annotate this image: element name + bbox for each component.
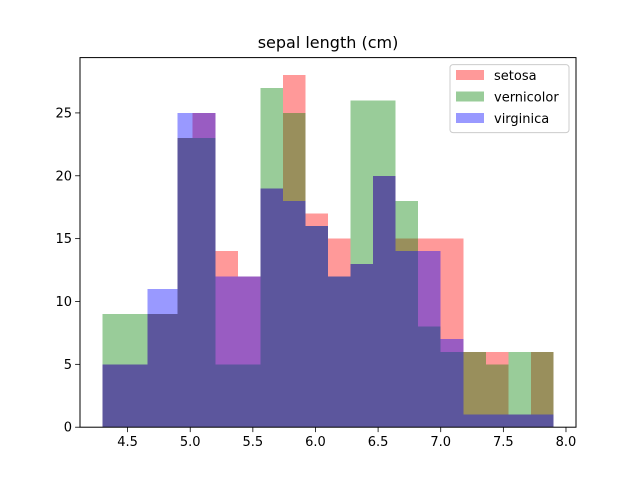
y-axis-ticks: 0 5 10 15 20 25 xyxy=(55,106,80,436)
x-tick-label: 7.5 xyxy=(493,435,514,450)
bar-vernicolor-0 xyxy=(102,314,148,428)
bar-virginica-18 xyxy=(485,414,509,428)
bar-virginica-7 xyxy=(237,276,261,428)
bar-virginica-11 xyxy=(328,276,351,428)
bar-vernicolor-7 xyxy=(282,112,306,428)
bar-setosa-5 xyxy=(237,276,261,428)
bar-virginica-2 xyxy=(147,288,171,428)
x-tick-label: 7.0 xyxy=(430,435,451,450)
x-axis-ticks: 4.5 5.0 5.5 6.0 6.5 7.0 7.5 8.0 xyxy=(117,427,576,450)
legend: setosa vernicolor virginica xyxy=(449,64,570,134)
bar-virginica-5 xyxy=(192,112,216,428)
legend-label-vernicolor: vernicolor xyxy=(494,91,559,106)
bar-virginica-13 xyxy=(373,175,396,428)
bar-setosa-6 xyxy=(260,188,283,428)
bar-vernicolor-11 xyxy=(373,100,396,428)
bar-setosa-0 xyxy=(102,364,148,428)
bar-vernicolor-4 xyxy=(215,364,238,428)
bar-vernicolor-13 xyxy=(418,326,441,428)
bar-setosa-12 xyxy=(395,238,419,428)
bar-setosa-1 xyxy=(147,314,178,428)
y-tick-label: 0 xyxy=(64,421,72,436)
bar-virginica-19 xyxy=(508,414,531,428)
y-tick-label: 15 xyxy=(55,232,72,247)
bar-setosa-16 xyxy=(485,351,509,428)
x-tick-label: 4.5 xyxy=(117,435,138,450)
bar-vernicolor-1 xyxy=(147,314,178,428)
bar-virginica-16 xyxy=(440,339,464,428)
bar-vernicolor-15 xyxy=(463,351,486,428)
legend-label-setosa: setosa xyxy=(494,69,537,84)
bar-setosa-10 xyxy=(350,263,374,428)
bar-vernicolor-6 xyxy=(260,87,283,428)
bar-virginica-15 xyxy=(418,251,441,428)
bar-setosa-3 xyxy=(192,112,216,428)
bar-virginica-0 xyxy=(102,364,136,428)
bar-vernicolor-8 xyxy=(305,226,328,428)
legend-swatch-virginica xyxy=(456,113,484,123)
legend-label-virginica: virginica xyxy=(494,112,549,127)
x-tick-label: 6.5 xyxy=(368,435,389,450)
bar-setosa-9 xyxy=(328,238,351,428)
bar-vernicolor-16 xyxy=(485,364,509,428)
y-tick-label: 5 xyxy=(64,358,72,373)
legend-box xyxy=(449,64,570,134)
bar-virginica-9 xyxy=(282,200,306,428)
bar-virginica-14 xyxy=(395,251,419,428)
bar-virginica-6 xyxy=(215,276,238,428)
x-tick-label: 5.5 xyxy=(243,435,264,450)
bar-setosa-15 xyxy=(463,351,486,428)
bar-setosa-4 xyxy=(215,251,238,428)
y-tick-label: 25 xyxy=(55,106,72,121)
x-tick-label: 5.0 xyxy=(180,435,201,450)
x-tick-label: 6.0 xyxy=(305,435,326,450)
bar-setosa-2 xyxy=(177,138,193,428)
x-tick-label: 8.0 xyxy=(556,435,577,450)
bar-vernicolor-3 xyxy=(192,138,216,428)
legend-swatch-setosa xyxy=(456,70,484,80)
bar-setosa-11 xyxy=(373,175,396,428)
bar-virginica-10 xyxy=(305,226,328,428)
bar-vernicolor-2 xyxy=(177,138,193,428)
bar-setosa-8 xyxy=(305,213,328,428)
bar-vernicolor-18 xyxy=(530,351,554,428)
chart-title: sepal length (cm) xyxy=(258,33,399,52)
bar-vernicolor-12 xyxy=(395,200,419,428)
bar-virginica-12 xyxy=(350,263,374,428)
bar-virginica-4 xyxy=(177,112,193,428)
bar-vernicolor-17 xyxy=(508,351,531,428)
bar-setosa-7 xyxy=(282,75,306,428)
bar-setosa-18 xyxy=(530,351,554,428)
bar-virginica-8 xyxy=(260,188,283,428)
plot-frame xyxy=(79,57,577,428)
bar-virginica-1 xyxy=(135,364,148,428)
legend-swatch-vernicolor xyxy=(456,91,484,102)
bar-virginica-3 xyxy=(170,288,178,428)
y-tick-label: 20 xyxy=(55,169,72,184)
bar-virginica-20 xyxy=(530,414,554,428)
bar-virginica-17 xyxy=(463,414,486,428)
bar-vernicolor-9 xyxy=(328,276,351,428)
bar-vernicolor-5 xyxy=(237,364,261,428)
bar-setosa-13 xyxy=(418,238,441,428)
bars-layer xyxy=(102,75,554,428)
y-tick-label: 10 xyxy=(55,295,72,310)
bar-setosa-17 xyxy=(508,414,531,428)
bar-setosa-14 xyxy=(440,238,464,428)
bar-vernicolor-14 xyxy=(440,351,464,428)
bar-vernicolor-10 xyxy=(350,100,374,428)
